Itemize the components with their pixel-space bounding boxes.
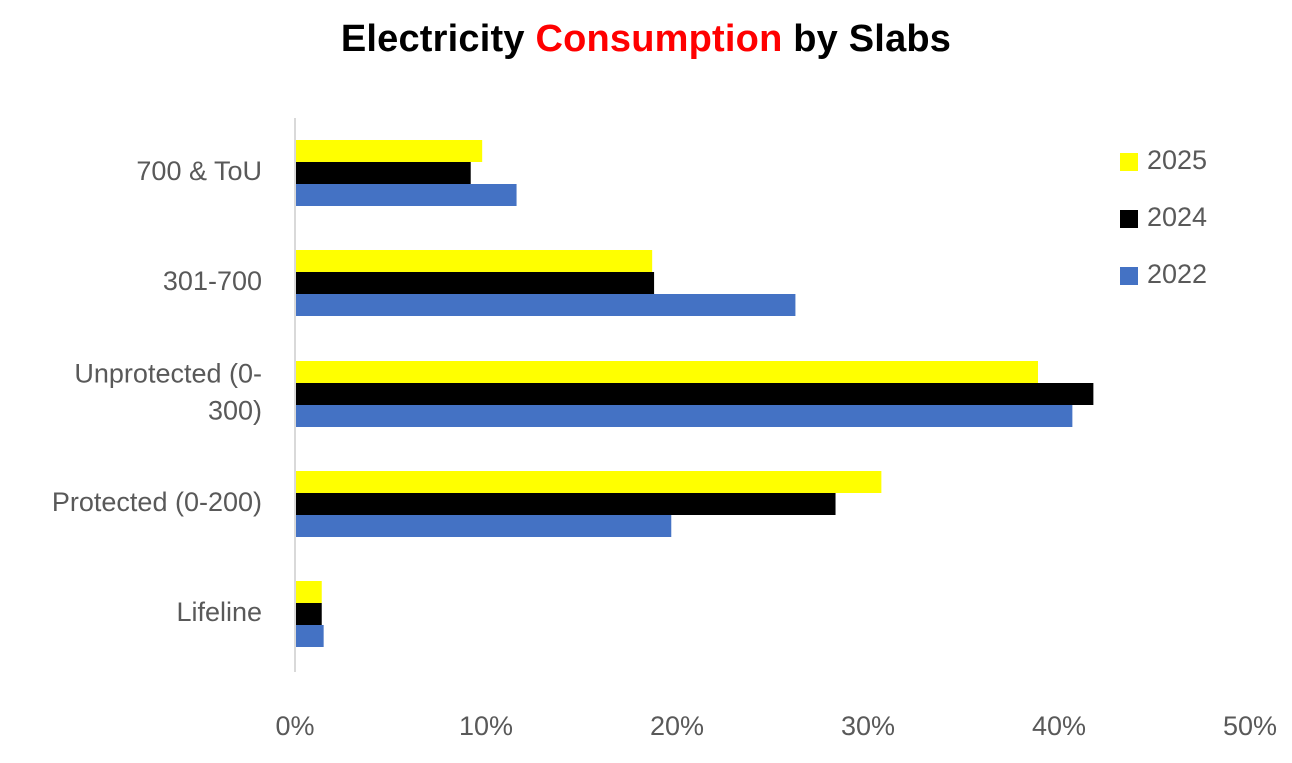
bar-2022 bbox=[296, 294, 796, 316]
x-tick-label: 30% bbox=[841, 711, 895, 741]
bars-layer bbox=[296, 140, 1094, 647]
legend-swatch-2024 bbox=[1120, 210, 1138, 228]
legend: 2025 2024 2022 bbox=[1120, 145, 1207, 289]
legend-swatch-2022 bbox=[1120, 267, 1138, 285]
category-label: 301-700 bbox=[163, 266, 262, 296]
bar-2025 bbox=[296, 471, 882, 493]
bar-2025 bbox=[296, 361, 1038, 383]
x-tick-label: 20% bbox=[650, 711, 704, 741]
bar-2022 bbox=[296, 405, 1073, 427]
legend-swatch-2025 bbox=[1120, 153, 1138, 171]
chart-title-part-highlight: Consumption bbox=[535, 18, 783, 60]
category-label: Protected (0-200) bbox=[52, 487, 262, 517]
tick-labels: 0% 10% 20% 30% 40% 50% bbox=[275, 711, 1277, 741]
category-label-line: 301-700 bbox=[163, 266, 262, 296]
category-label-line: Unprotected (0- bbox=[74, 359, 262, 389]
legend-label-2024: 2024 bbox=[1147, 202, 1207, 232]
category-label: Unprotected (0- 300) bbox=[74, 359, 262, 426]
bar-2024 bbox=[296, 162, 471, 184]
chart-title-part: Electricity bbox=[340, 18, 536, 60]
category-label-line: 300) bbox=[208, 396, 262, 426]
legend-label-2025: 2025 bbox=[1147, 145, 1207, 175]
x-tick-label: 10% bbox=[459, 711, 513, 741]
bar-2024 bbox=[296, 383, 1094, 405]
bar-2024 bbox=[296, 272, 655, 294]
category-label-line: Protected (0-200) bbox=[52, 487, 262, 517]
chart-title: Electricity Consumption by Slabs bbox=[0, 18, 1292, 61]
bar-2022 bbox=[296, 625, 324, 647]
category-labels: 700 & ToU 301-700 Unprotected (0- 300) Prote… bbox=[52, 156, 262, 627]
bar-2022 bbox=[296, 184, 517, 206]
x-tick-label: 40% bbox=[1032, 711, 1086, 741]
legend-label-2022: 2022 bbox=[1147, 259, 1207, 289]
bar-2025 bbox=[296, 250, 653, 272]
category-label-line: Lifeline bbox=[176, 597, 262, 627]
category-label: Lifeline bbox=[176, 597, 262, 627]
bar-2024 bbox=[296, 603, 322, 625]
category-label-line: 700 & ToU bbox=[136, 156, 262, 186]
bar-2025 bbox=[296, 140, 483, 162]
x-tick-label: 50% bbox=[1223, 711, 1277, 741]
bar-2024 bbox=[296, 493, 836, 515]
bar-2022 bbox=[296, 515, 672, 537]
category-label: 700 & ToU bbox=[136, 156, 262, 186]
chart-title-part: by Slabs bbox=[782, 18, 952, 60]
bar-2025 bbox=[296, 581, 322, 603]
x-tick-label: 0% bbox=[275, 711, 314, 741]
